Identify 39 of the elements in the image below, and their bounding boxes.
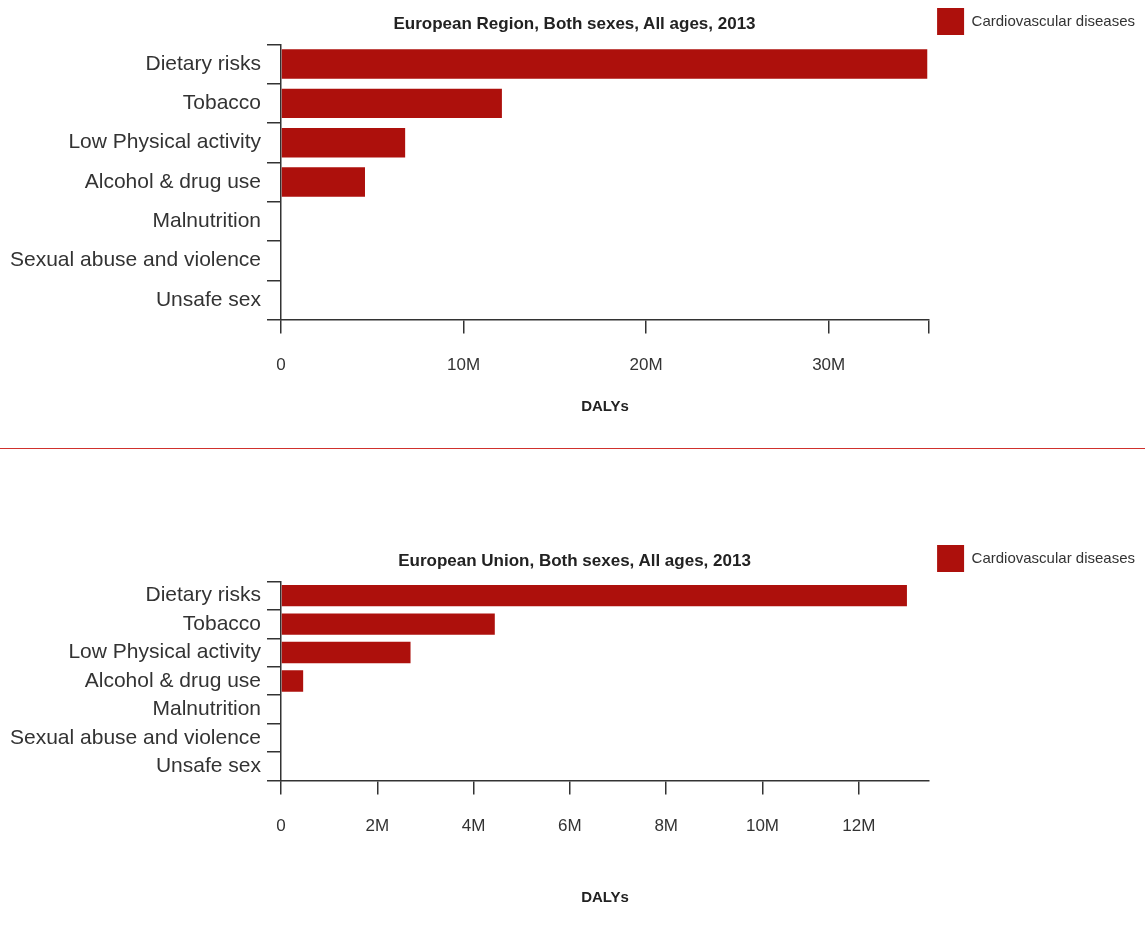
x-tick-label: 4M bbox=[461, 816, 486, 836]
x-axis-title: DALYs bbox=[581, 888, 629, 906]
x-tick-label: 30M bbox=[812, 355, 846, 375]
y-tick-label: Low Physical activity bbox=[68, 639, 262, 663]
y-tick-label: Alcohol & drug use bbox=[84, 168, 262, 192]
y-tick-label: Alcohol & drug use bbox=[84, 667, 262, 691]
x-tick-label: 6M bbox=[558, 816, 582, 836]
y-tick-label: Low Physical activity bbox=[68, 129, 262, 153]
y-tick-label: Unsafe sex bbox=[155, 753, 262, 777]
bar bbox=[281, 641, 411, 664]
x-tick-label: 0 bbox=[276, 355, 286, 375]
x-axis-title: DALYs bbox=[581, 397, 629, 415]
y-tick-label: Dietary risks bbox=[145, 50, 262, 74]
y-tick-label: Malnutrition bbox=[152, 208, 262, 232]
bar bbox=[281, 49, 928, 79]
x-tick-label: 2M bbox=[365, 816, 390, 836]
y-tick-label: Sexual abuse and violence bbox=[10, 724, 262, 748]
bar bbox=[281, 584, 907, 607]
x-tick-label: 10M bbox=[745, 816, 780, 836]
legend-label: Cardiovascular diseases bbox=[971, 548, 1136, 566]
bar bbox=[281, 670, 304, 692]
y-tick-label: Unsafe sex bbox=[155, 286, 262, 310]
x-tick-label: 20M bbox=[629, 355, 663, 375]
chart-title: European Region, Both sexes, All ages, 2013 bbox=[393, 13, 756, 33]
x-tick-label: 0 bbox=[276, 816, 286, 836]
y-tick-label: Malnutrition bbox=[152, 696, 262, 720]
y-tick-label: Sexual abuse and violence bbox=[10, 247, 262, 271]
chart-title: European Union, Both sexes, All ages, 2013 bbox=[398, 550, 751, 570]
y-tick-label: Dietary risks bbox=[145, 582, 262, 606]
legend-label: Cardiovascular diseases bbox=[971, 11, 1136, 29]
x-tick-label: 12M bbox=[842, 816, 876, 836]
x-tick-label: 8M bbox=[654, 816, 679, 836]
bar bbox=[281, 613, 495, 635]
bar bbox=[281, 88, 502, 119]
y-tick-label: Tobacco bbox=[182, 90, 262, 114]
bar bbox=[281, 127, 406, 158]
y-tick-label: Tobacco bbox=[182, 610, 262, 634]
bar bbox=[281, 167, 365, 197]
x-tick-label: 10M bbox=[447, 355, 481, 375]
